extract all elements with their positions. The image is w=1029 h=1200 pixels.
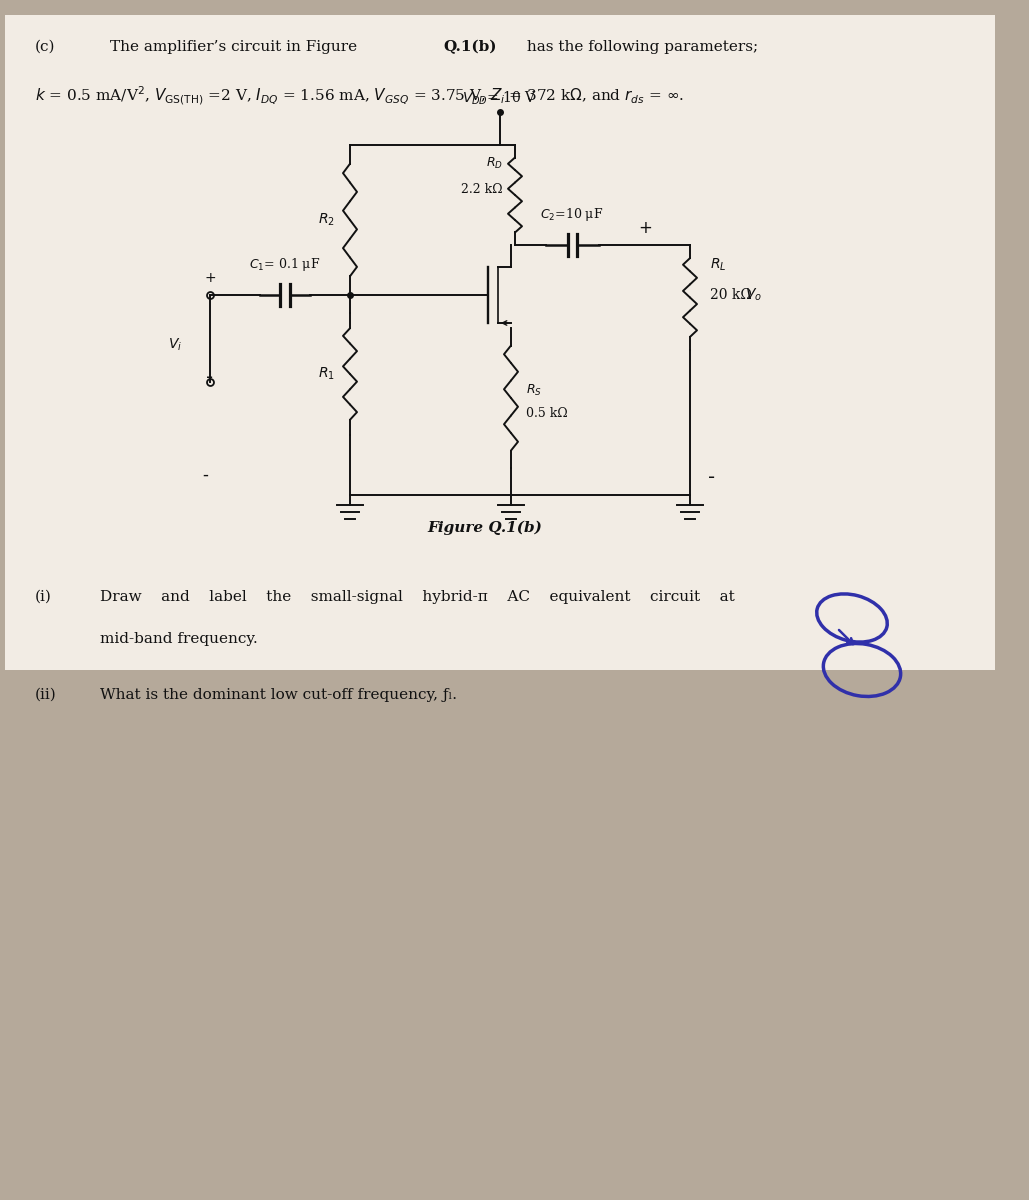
Text: 0.5 kΩ: 0.5 kΩ <box>526 407 568 420</box>
Text: Q.1(b): Q.1(b) <box>443 40 497 54</box>
Text: has the following parameters;: has the following parameters; <box>522 40 758 54</box>
Text: $R_1$: $R_1$ <box>318 366 335 382</box>
Text: $R_2$: $R_2$ <box>318 211 335 228</box>
Text: $R_D$: $R_D$ <box>486 156 503 170</box>
Text: mid-band frequency.: mid-band frequency. <box>100 632 257 646</box>
Text: The amplifier’s circuit in Figure: The amplifier’s circuit in Figure <box>110 40 362 54</box>
Text: -: - <box>202 466 208 484</box>
Text: -: - <box>207 368 214 388</box>
Text: What is the dominant low cut-off frequency, ƒₗ.: What is the dominant low cut-off frequen… <box>100 688 457 702</box>
Text: +: + <box>638 218 652 236</box>
Text: $V_o$: $V_o$ <box>745 287 762 304</box>
FancyBboxPatch shape <box>5 14 995 670</box>
Text: 20 kΩ: 20 kΩ <box>710 288 752 302</box>
Text: 2.2 kΩ: 2.2 kΩ <box>461 184 503 197</box>
Text: (c): (c) <box>35 40 56 54</box>
Text: $V_i$: $V_i$ <box>168 337 182 353</box>
Text: $C_1$= 0.1 μF: $C_1$= 0.1 μF <box>249 256 321 272</box>
Text: (ii): (ii) <box>35 688 57 702</box>
Text: +: + <box>204 271 216 284</box>
Text: $k$ = 0.5 mA/V$^2$, $V_{\rm GS(TH)}$ =2 V, $I_{DQ}$ = 1.56 mA, $V_{GSQ}$ = 3.75 : $k$ = 0.5 mA/V$^2$, $V_{\rm GS(TH)}$ =2 … <box>35 85 684 107</box>
Text: Figure Q.1(b): Figure Q.1(b) <box>428 521 542 535</box>
Text: $C_2$=10 μF: $C_2$=10 μF <box>540 206 604 223</box>
Text: $R_S$: $R_S$ <box>526 383 542 398</box>
Text: (i): (i) <box>35 590 51 604</box>
Text: $R_L$: $R_L$ <box>710 257 726 274</box>
Text: $V_{DD}$= 10 V: $V_{DD}$= 10 V <box>462 90 537 107</box>
Text: -: - <box>708 468 715 486</box>
Text: Draw    and    label    the    small-signal    hybrid-π    AC    equivalent    c: Draw and label the small-signal hybrid-π… <box>100 590 735 604</box>
